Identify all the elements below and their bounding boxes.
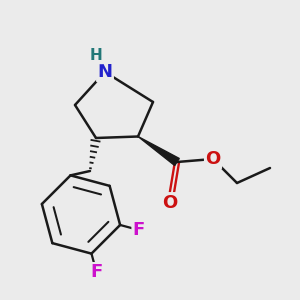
Text: H: H bbox=[90, 48, 102, 63]
Polygon shape bbox=[138, 136, 179, 166]
Text: F: F bbox=[90, 263, 103, 281]
Text: O: O bbox=[162, 194, 177, 211]
Text: N: N bbox=[98, 63, 112, 81]
Text: F: F bbox=[133, 221, 145, 239]
Text: O: O bbox=[206, 150, 220, 168]
